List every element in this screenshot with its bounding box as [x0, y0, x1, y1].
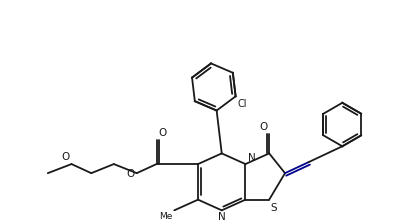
- Text: O: O: [62, 152, 70, 162]
- Text: S: S: [271, 203, 277, 213]
- Text: O: O: [158, 128, 166, 138]
- Text: Me: Me: [159, 212, 173, 221]
- Text: O: O: [126, 169, 134, 179]
- Text: N: N: [248, 153, 256, 163]
- Text: Cl: Cl: [237, 99, 247, 109]
- Text: O: O: [259, 122, 268, 132]
- Text: N: N: [218, 212, 226, 222]
